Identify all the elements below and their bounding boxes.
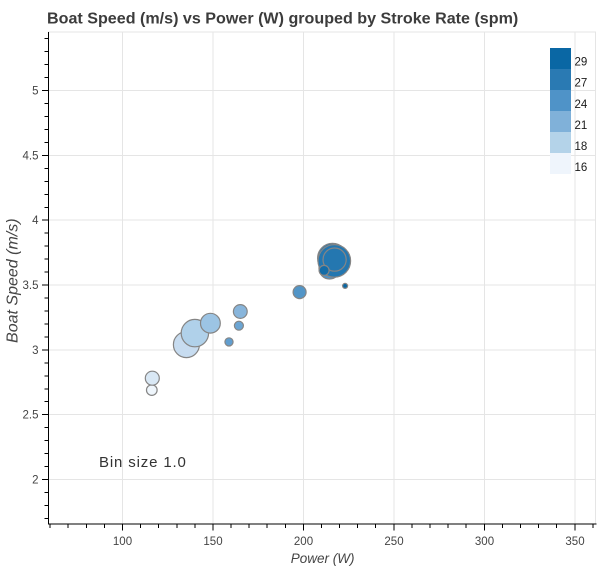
svg-text:Power (W): Power (W) [291,551,355,566]
svg-text:100: 100 [113,536,132,548]
svg-text:Bin size 1.0: Bin size 1.0 [99,454,187,471]
svg-text:4: 4 [32,215,39,227]
svg-text:5: 5 [32,86,38,98]
svg-text:4.5: 4.5 [23,151,39,163]
svg-text:21: 21 [575,120,588,132]
svg-text:16: 16 [575,162,588,174]
svg-text:27: 27 [575,78,588,90]
svg-text:18: 18 [575,141,588,153]
svg-text:Boat Speed (m/s) vs Power (W): Boat Speed (m/s) vs Power (W) grouped by… [47,10,518,28]
svg-text:350: 350 [565,536,584,548]
svg-text:24: 24 [575,99,588,111]
svg-text:29: 29 [575,57,588,69]
svg-text:250: 250 [384,536,403,548]
svg-text:3: 3 [32,345,38,357]
svg-text:2.5: 2.5 [23,410,39,422]
svg-text:2: 2 [32,475,38,487]
svg-text:3.5: 3.5 [23,280,39,292]
svg-text:300: 300 [475,536,494,548]
svg-text:150: 150 [203,536,222,548]
svg-text:Boat Speed (m/s): Boat Speed (m/s) [5,218,22,343]
svg-text:200: 200 [294,536,313,548]
